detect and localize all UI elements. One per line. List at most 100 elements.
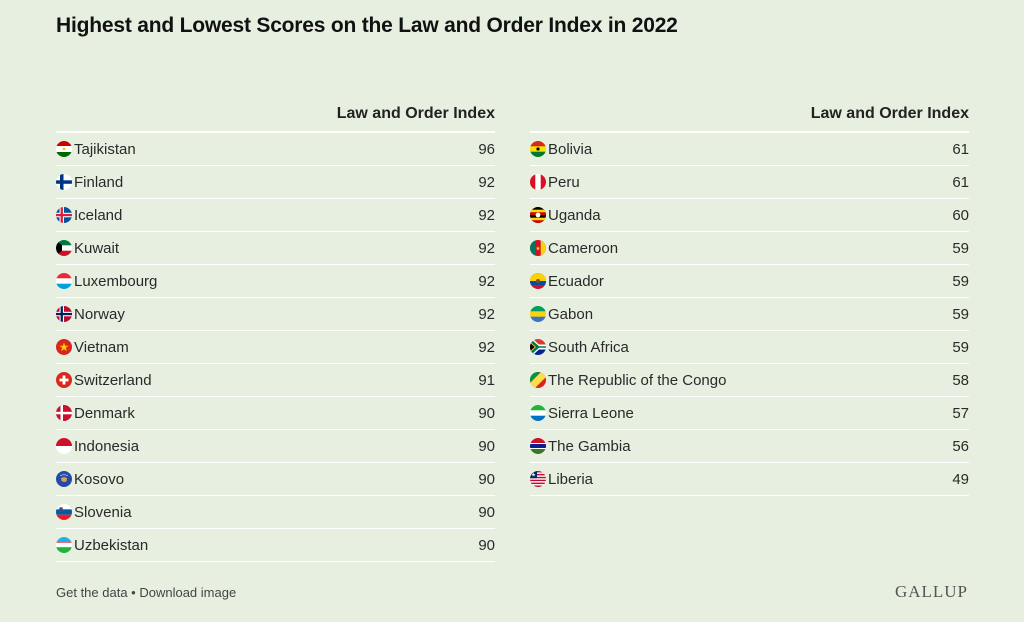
country-name: Tajikistan (74, 140, 136, 158)
ecuador-flag-icon (530, 273, 546, 289)
country-name: Bolivia (548, 140, 593, 158)
index-value: 59 (952, 239, 969, 257)
country-name: Cameroon (548, 239, 619, 257)
country-name: Iceland (74, 206, 123, 224)
norway-flag-icon (56, 306, 72, 322)
denmark-flag-icon (56, 405, 72, 421)
cameroon-flag-icon (530, 240, 546, 256)
country-cell: The Gambia (530, 438, 631, 455)
country-name: Luxembourg (74, 272, 158, 290)
country-name: Vietnam (74, 338, 129, 356)
highest-scores-table: Law and Order Index Tajikistan 96 Finland 9… (56, 97, 495, 562)
iceland-flag-icon (56, 207, 72, 223)
country-name: Uzbekistan (74, 536, 149, 554)
index-value: 59 (952, 272, 969, 290)
table-row: Ecuador 59 (530, 265, 969, 298)
table-rows: Tajikistan 96 Finland 92 Iceland 92 Kuwait 92 Lu… (56, 133, 495, 562)
peru-flag-icon (530, 174, 546, 190)
slovenia-flag-icon (56, 504, 72, 520)
country-cell: Uganda (530, 207, 601, 224)
index-value: 49 (952, 470, 969, 488)
table-row: Gabon 59 (530, 298, 969, 331)
country-cell: Sierra Leone (530, 405, 634, 422)
index-value: 90 (478, 404, 495, 422)
country-cell: Liberia (530, 471, 593, 488)
index-value: 61 (952, 173, 969, 191)
index-value: 90 (478, 470, 495, 488)
sierra-leone-flag-icon (530, 405, 546, 421)
table-row: Sierra Leone 57 (530, 397, 969, 430)
column-header: Law and Order Index (530, 97, 969, 133)
table-row: Bolivia 61 (530, 133, 969, 166)
index-value: 90 (478, 536, 495, 554)
uganda-flag-icon (530, 207, 546, 223)
index-value: 92 (478, 206, 495, 224)
country-cell: South Africa (530, 339, 629, 356)
country-cell: Kosovo (56, 471, 124, 488)
get-data-link[interactable]: Get the data (56, 585, 128, 600)
index-value: 96 (478, 140, 495, 158)
table-row: Tajikistan 96 (56, 133, 495, 166)
bolivia-flag-icon (530, 141, 546, 157)
tajikistan-flag-icon (56, 141, 72, 157)
index-value: 61 (952, 140, 969, 158)
country-cell: Iceland (56, 207, 122, 224)
country-name: Denmark (74, 404, 135, 422)
country-cell: Luxembourg (56, 273, 157, 290)
table-row: Norway 92 (56, 298, 495, 331)
lowest-scores-table: Law and Order Index Bolivia 61 Peru 61 Ugand… (530, 97, 969, 496)
table-row: Switzerland 91 (56, 364, 495, 397)
table-row: Slovenia 90 (56, 496, 495, 529)
table-row: Uzbekistan 90 (56, 529, 495, 562)
country-name: Sierra Leone (548, 404, 634, 422)
download-image-link[interactable]: Download image (139, 585, 237, 600)
index-value: 59 (952, 305, 969, 323)
country-name: Gabon (548, 305, 594, 323)
index-value: 91 (478, 371, 495, 389)
index-value: 90 (478, 503, 495, 521)
switzerland-flag-icon (56, 372, 72, 388)
column-header: Law and Order Index (56, 97, 495, 133)
index-value: 57 (952, 404, 969, 422)
table-row: Peru 61 (530, 166, 969, 199)
table-row: South Africa 59 (530, 331, 969, 364)
footer-links: Get the data • Download image (56, 585, 236, 600)
index-value: 92 (478, 239, 495, 257)
country-name: Liberia (548, 470, 594, 488)
footer-separator: • (127, 585, 140, 600)
index-value: 60 (952, 206, 969, 224)
table-row: Kuwait 92 (56, 232, 495, 265)
country-name: Ecuador (548, 272, 604, 290)
table-row: The Gambia 56 (530, 430, 969, 463)
table-row: Kosovo 90 (56, 463, 495, 496)
country-cell: Peru (530, 174, 580, 191)
country-cell: Tajikistan (56, 141, 136, 158)
country-cell: Kuwait (56, 240, 119, 257)
index-value: 92 (478, 173, 495, 191)
table-row: Cameroon 59 (530, 232, 969, 265)
country-name: Norway (74, 305, 125, 323)
table-row: Denmark 90 (56, 397, 495, 430)
country-cell: Bolivia (530, 141, 592, 158)
table-row: Uganda 60 (530, 199, 969, 232)
index-value: 90 (478, 437, 495, 455)
country-cell: Vietnam (56, 339, 129, 356)
table-row: Indonesia 90 (56, 430, 495, 463)
finland-flag-icon (56, 174, 72, 190)
country-cell: Cameroon (530, 240, 618, 257)
luxembourg-flag-icon (56, 273, 72, 289)
country-cell: Gabon (530, 306, 593, 323)
country-name: South Africa (548, 338, 629, 356)
gambia-flag-icon (530, 438, 546, 454)
country-name: Kosovo (74, 470, 125, 488)
kuwait-flag-icon (56, 240, 72, 256)
table-row: Luxembourg 92 (56, 265, 495, 298)
index-value: 59 (952, 338, 969, 356)
country-cell: Slovenia (56, 504, 132, 521)
country-name: The Gambia (548, 437, 631, 455)
gabon-flag-icon (530, 306, 546, 322)
vietnam-flag-icon (56, 339, 72, 355)
country-cell: Norway (56, 306, 125, 323)
index-value: 58 (952, 371, 969, 389)
country-name: Indonesia (74, 437, 140, 455)
